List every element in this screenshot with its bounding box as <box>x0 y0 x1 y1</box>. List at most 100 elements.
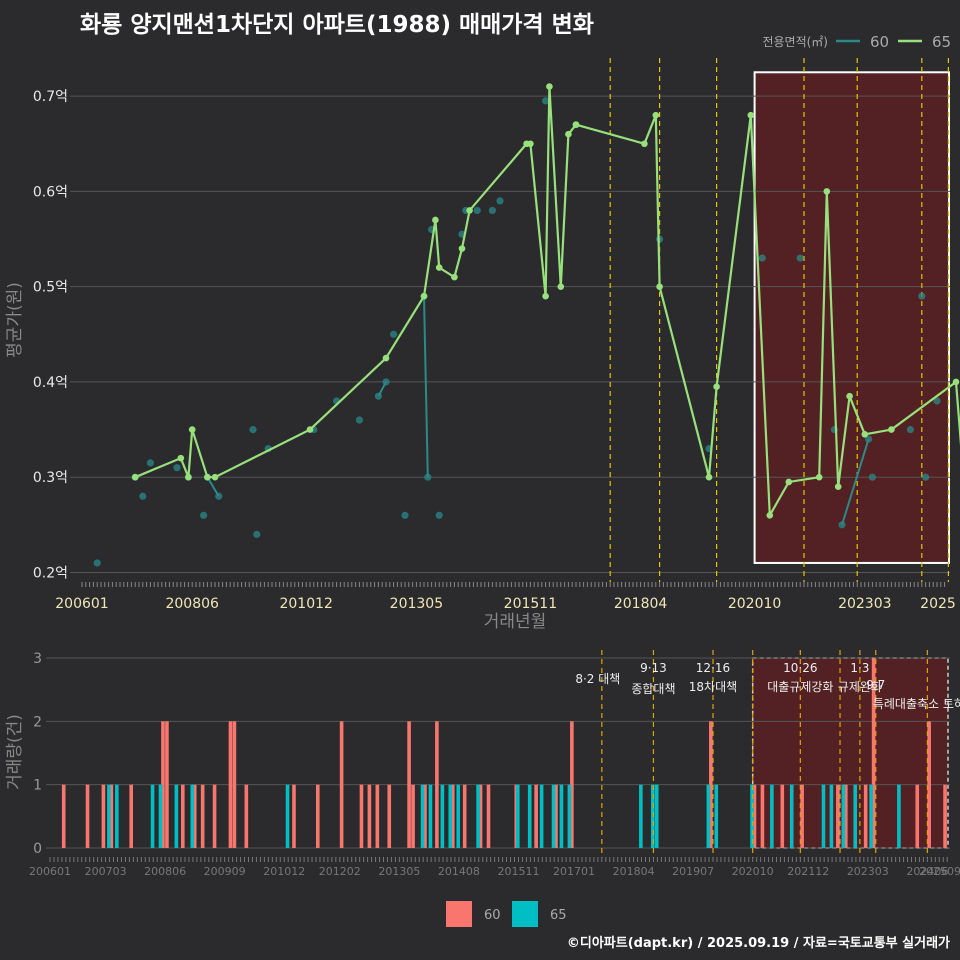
price-point-65 <box>834 483 842 491</box>
volume-x-tick-label: 201701 <box>553 865 595 878</box>
price-point-65 <box>823 188 831 195</box>
price-series-segment-60 <box>423 296 429 478</box>
volume-bar-60 <box>915 784 920 848</box>
volume-y-tick-label: 0 <box>33 841 42 857</box>
price-point-65 <box>435 264 443 271</box>
price-point-65 <box>641 140 648 148</box>
price-y-tick-label: 0.7억 <box>33 89 68 105</box>
price-y-axis-label: 평균가(원) <box>5 282 25 358</box>
volume-annotation-label: 9·7 <box>866 678 885 692</box>
volume-x-tick-label: 201907 <box>672 865 714 878</box>
price-legend-label-60: 60 <box>870 33 889 51</box>
volume-y-tick-label: 3 <box>33 651 42 667</box>
volume-bar-60 <box>554 784 558 848</box>
volume-legend-label-65: 65 <box>550 908 567 923</box>
volume-bar-65 <box>476 784 480 848</box>
volume-annotation-label: 특례대출축소 토허제 해제 <box>873 697 960 711</box>
price-point-60 <box>435 511 443 519</box>
volume-bar-65 <box>174 784 179 848</box>
volume-bar-60 <box>462 784 467 848</box>
volume-bar-65 <box>869 784 873 848</box>
volume-bar-60 <box>863 784 868 848</box>
price-point-60 <box>355 416 363 424</box>
volume-annotation-label: 대출규제강화 <box>767 680 833 694</box>
volume-bar-60 <box>435 721 439 848</box>
volume-bar-60 <box>478 784 483 848</box>
volume-bar-60 <box>161 721 165 848</box>
volume-annotation-label: 종합대책 <box>631 681 675 696</box>
price-point-60 <box>139 492 147 500</box>
price-point-60 <box>918 292 926 300</box>
volume-bar-60 <box>339 721 344 848</box>
volume-bar-65 <box>650 784 655 848</box>
volume-bar-65 <box>750 784 754 848</box>
volume-bar-65 <box>456 784 461 848</box>
price-point-65 <box>747 111 755 119</box>
price-point-65 <box>542 292 549 300</box>
price-point-65 <box>656 283 663 290</box>
price-series-segment-60 <box>206 476 220 497</box>
volume-bar-60 <box>450 784 455 848</box>
price-point-65 <box>131 473 139 481</box>
volume-bar-65 <box>448 784 453 848</box>
volume-bar-60 <box>534 784 538 848</box>
price-y-tick-label: 0.3억 <box>33 470 68 486</box>
volume-x-tick-label: 201408 <box>438 865 480 878</box>
price-point-60 <box>758 254 766 262</box>
price-x-tick-label: 200806 <box>165 596 219 612</box>
price-point-65 <box>861 431 869 438</box>
volume-bar-60 <box>570 721 574 848</box>
price-point-60 <box>215 492 223 500</box>
volume-annotation-date: 9·13 <box>640 661 667 675</box>
volume-annotation-date: 12·16 <box>696 661 730 675</box>
volume-bar-65 <box>190 784 195 848</box>
price-point-60 <box>146 459 154 467</box>
volume-x-tick-label: 200909 <box>204 865 246 878</box>
price-y-tick-label: 0.6억 <box>33 184 68 200</box>
price-point-65 <box>458 245 466 252</box>
volume-annotation-date: 1·3 <box>850 661 869 675</box>
volume-bar-60 <box>165 721 169 848</box>
price-point-65 <box>888 426 895 433</box>
price-point-60 <box>473 206 481 215</box>
volume-bar-60 <box>212 784 217 848</box>
price-point-65 <box>815 473 823 481</box>
price-point-60 <box>838 521 846 529</box>
price-y-tick-label: 0.4억 <box>33 375 68 391</box>
volume-bar-60 <box>129 784 133 848</box>
volume-y-axis-label: 거래량(건) <box>5 714 25 790</box>
volume-bar-60 <box>181 784 185 848</box>
volume-bar-65 <box>821 784 826 848</box>
volume-bar-60 <box>192 784 197 848</box>
price-point-65 <box>188 426 196 433</box>
price-point-60 <box>424 473 432 481</box>
price-x-tick-label: 201511 <box>504 596 557 612</box>
volume-bar-65 <box>639 784 643 848</box>
volume-bar-60 <box>780 784 785 848</box>
volume-bar-60 <box>292 784 296 848</box>
volume-bar-60 <box>109 784 114 848</box>
credit-text: ©디아파트(dapt.kr) / 2025.09.19 / 자료=국토교통부 실… <box>566 936 950 951</box>
volume-bar-65 <box>107 784 111 848</box>
price-x-tick-label: 201012 <box>279 596 332 612</box>
volume-bar-65 <box>897 784 901 848</box>
price-point-65 <box>766 512 774 519</box>
volume-bar-60 <box>375 784 380 848</box>
volume-bar-65 <box>841 784 846 848</box>
volume-bar-60 <box>423 784 427 848</box>
volume-bar-65 <box>158 784 163 848</box>
volume-bar-65 <box>440 784 445 848</box>
price-x-tick-label: 2025 <box>920 596 956 612</box>
volume-annotation-label: 규제완화 <box>838 680 882 694</box>
volume-x-tick-label: 202112 <box>787 865 829 878</box>
volume-bar-65 <box>285 784 290 848</box>
price-point-65 <box>557 283 565 290</box>
price-point-65 <box>451 273 458 281</box>
price-point-60 <box>249 425 257 434</box>
price-point-65 <box>211 473 219 481</box>
volume-bar-60 <box>315 784 320 848</box>
price-point-65 <box>846 392 853 400</box>
price-x-tick-label: 200601 <box>55 596 108 612</box>
price-series-segment-60 <box>841 438 870 526</box>
price-point-65 <box>652 111 660 119</box>
